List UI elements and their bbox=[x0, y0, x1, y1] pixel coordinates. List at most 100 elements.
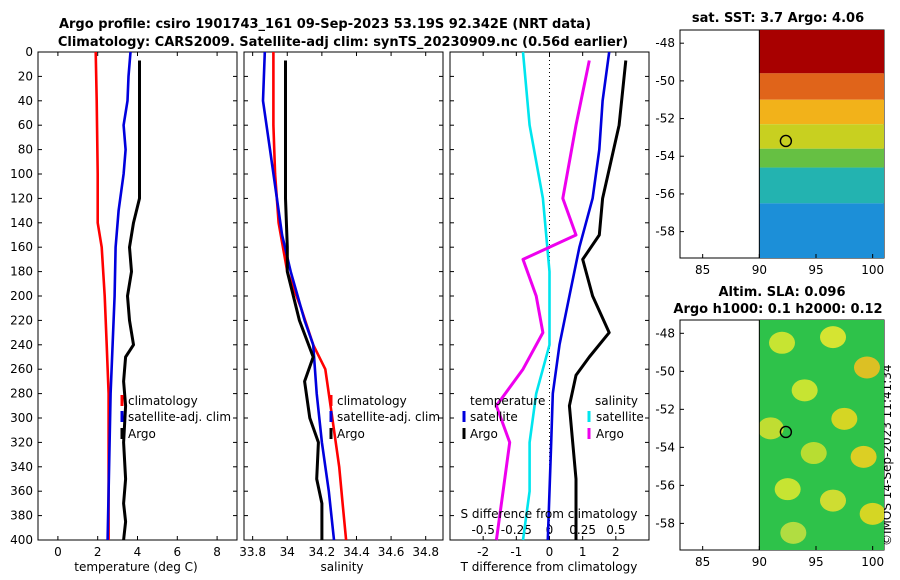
sla-blob bbox=[759, 417, 784, 440]
y-tick-label: 120 bbox=[10, 191, 33, 205]
sst-band bbox=[759, 99, 884, 125]
temperature-panel: 0 2 4 6 802040608010012014016018020022024026… bbox=[10, 45, 238, 559]
difference-top-xlabel: S difference from climatology bbox=[461, 507, 638, 521]
x-tick-label: 8 bbox=[213, 545, 221, 559]
series-argo bbox=[122, 60, 141, 541]
s-tick-label: -0.5 bbox=[471, 523, 494, 537]
y-tick-label: 40 bbox=[18, 94, 33, 108]
legend-t-argo-label: Argo bbox=[470, 427, 498, 441]
y-tick-label: 140 bbox=[10, 216, 33, 230]
difference-panel: -2 -1 0 1 2 -0.5 -0.25 0 0.25 0.5 bbox=[449, 51, 650, 559]
map-x-tick-label: 90 bbox=[752, 263, 767, 277]
x-tick-label: 34 bbox=[280, 545, 295, 559]
map-y-tick-label: -48 bbox=[655, 326, 675, 340]
legend-sat-label: satellite-adj. clim bbox=[128, 410, 231, 424]
sla-blob bbox=[769, 331, 795, 354]
map-y-tick-label: -50 bbox=[655, 364, 675, 378]
temperature-legend: climatology satellite-adj. clim Argo bbox=[120, 394, 231, 441]
legend-argo-label: Argo bbox=[337, 427, 365, 441]
map-y-tick-label: -58 bbox=[655, 516, 675, 530]
map-data bbox=[759, 30, 884, 258]
sla-blob bbox=[850, 445, 877, 468]
x-tick-label: 0 bbox=[54, 545, 62, 559]
y-tick-label: 220 bbox=[10, 313, 33, 327]
sst-map-title: sat. SST: 3.7 Argo: 4.06 bbox=[692, 11, 864, 26]
legend-s-argo-label: Argo bbox=[596, 427, 624, 441]
y-tick-label: 100 bbox=[10, 167, 33, 181]
y-tick-label: 80 bbox=[18, 143, 33, 157]
series-satellite-adj-clim bbox=[106, 51, 132, 541]
map-y-tick-label: -52 bbox=[655, 402, 675, 416]
y-tick-label: 240 bbox=[10, 338, 33, 352]
sla-blob bbox=[859, 502, 884, 525]
difference-xlabel: T difference from climatology bbox=[460, 560, 638, 574]
map-x-tick-label: 95 bbox=[808, 263, 823, 277]
sla-map-panel: 85 90 95 100 -48 -50 -52 -54 -56 -58 bbox=[655, 319, 885, 569]
y-tick-label: 260 bbox=[10, 362, 33, 376]
y-tick-label: 60 bbox=[18, 118, 33, 132]
y-tick-label: 360 bbox=[10, 484, 33, 498]
title-line-1: Argo profile: csiro 1901743_161 09-Sep-2… bbox=[59, 17, 591, 32]
series-s-satellite bbox=[521, 51, 551, 541]
sst-band bbox=[759, 203, 884, 258]
title-line-2: Climatology: CARS2009. Satellite-adj cli… bbox=[58, 35, 628, 50]
map-x-tick-label: 90 bbox=[752, 555, 767, 569]
y-tick-label: 160 bbox=[10, 240, 33, 254]
map-x-tick-label: 85 bbox=[695, 263, 710, 277]
float-position-marker bbox=[779, 425, 793, 439]
x-tick-label: 2 bbox=[94, 545, 102, 559]
y-tick-label: 340 bbox=[10, 460, 33, 474]
y-tick-label: 200 bbox=[10, 289, 33, 303]
y-tick-label: 280 bbox=[10, 387, 33, 401]
sst-band bbox=[759, 124, 884, 149]
series-argo bbox=[284, 60, 324, 540]
s-tick-label: -0.25 bbox=[501, 523, 532, 537]
s-tick-label: 0 bbox=[546, 523, 554, 537]
sla-map-subtitle: Argo h1000: 0.1 h2000: 0.12 bbox=[673, 302, 882, 317]
sst-band bbox=[759, 167, 884, 204]
x-tick-label: 4 bbox=[134, 545, 142, 559]
y-tick-label: 180 bbox=[10, 265, 33, 279]
series-s-argo bbox=[494, 60, 591, 541]
map-x-tick-label: 100 bbox=[861, 555, 884, 569]
map-y-tick-label: -58 bbox=[655, 225, 675, 239]
x-tick-label: -2 bbox=[477, 545, 489, 559]
x-tick-label: 0 bbox=[546, 545, 554, 559]
sla-blob bbox=[820, 489, 846, 512]
x-tick-label: 34.6 bbox=[378, 545, 405, 559]
sst-band bbox=[759, 148, 884, 168]
x-tick-label: 34.8 bbox=[412, 545, 439, 559]
sla-blob bbox=[831, 407, 858, 430]
y-tick-label: 20 bbox=[18, 69, 33, 83]
map-data bbox=[759, 320, 884, 550]
sla-blob bbox=[800, 442, 827, 465]
sla-map-title: Altim. SLA: 0.096 bbox=[719, 285, 846, 300]
sst-map-panel: 85 90 95 100 -48 -50 -52 -54 -56 -58 bbox=[655, 29, 885, 277]
sst-band bbox=[759, 73, 884, 100]
sla-blob bbox=[791, 379, 818, 402]
map-y-tick-label: -50 bbox=[655, 74, 675, 88]
legend-argo-label: Argo bbox=[128, 427, 156, 441]
legend-s-sat-label: satellite bbox=[596, 410, 644, 424]
map-y-tick-label: -56 bbox=[655, 478, 675, 492]
legend-temperature-title: temperature bbox=[470, 394, 545, 408]
sst-band bbox=[759, 30, 884, 74]
x-tick-label: 6 bbox=[173, 545, 181, 559]
map-y-tick-label: -52 bbox=[655, 112, 675, 126]
salinity-legend: climatology satellite-adj. clim Argo bbox=[329, 394, 440, 441]
map-y-tick-label: -54 bbox=[655, 149, 675, 163]
float-position-marker bbox=[779, 134, 793, 148]
y-tick-label: 0 bbox=[25, 45, 33, 59]
x-tick-label: 34.4 bbox=[343, 545, 370, 559]
series-satellite-adj-clim bbox=[261, 51, 336, 541]
sla-blob bbox=[780, 521, 807, 544]
x-tick-label: 34.2 bbox=[309, 545, 336, 559]
y-tick-label: 400 bbox=[10, 533, 33, 547]
legend-sat-label: satellite-adj. clim bbox=[337, 410, 440, 424]
x-tick-label: 1 bbox=[579, 545, 587, 559]
sla-blob bbox=[820, 326, 846, 349]
legend-clim-label: climatology bbox=[337, 394, 407, 408]
legend-t-sat-label: satellite bbox=[470, 410, 518, 424]
y-tick-label: 380 bbox=[10, 509, 33, 523]
